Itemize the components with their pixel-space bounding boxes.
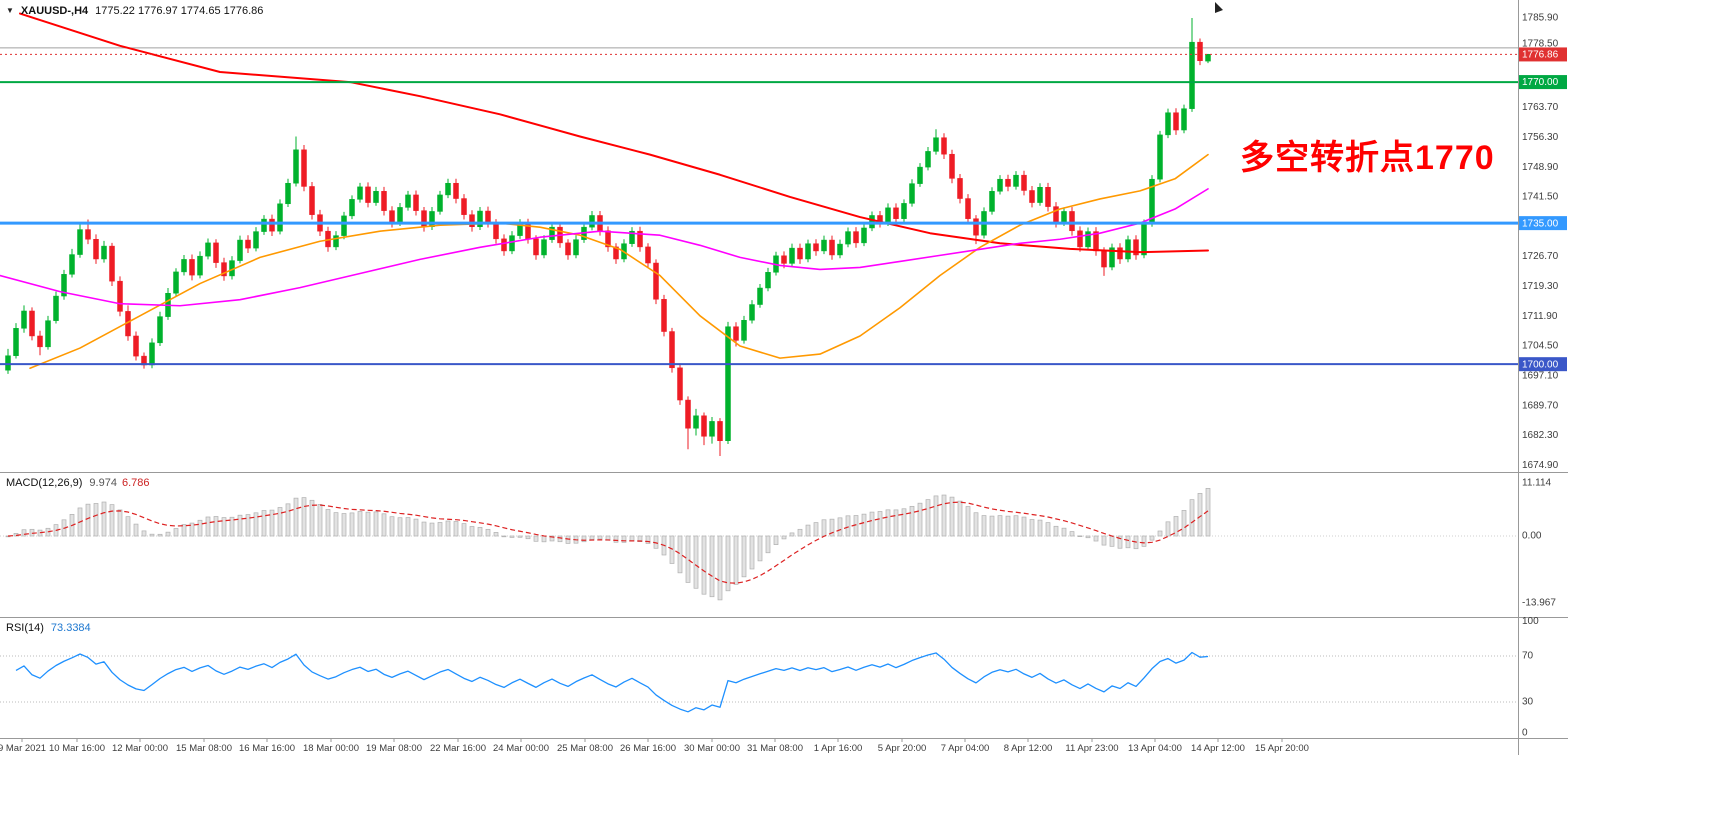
- price-scale[interactable]: 1770.00 1735.00 1700.00 1776.86: [1519, 47, 1567, 372]
- svg-text:1704.50: 1704.50: [1522, 341, 1559, 352]
- macd-signal-line: [7, 501, 1209, 584]
- rsi-indicator-label: RSI(14) 73.3384: [6, 622, 91, 634]
- svg-text:31 Mar 08:00: 31 Mar 08:00: [747, 743, 803, 754]
- svg-text:1785.90: 1785.90: [1522, 13, 1559, 24]
- svg-text:1711.90: 1711.90: [1522, 311, 1558, 322]
- svg-text:1735.00: 1735.00: [1522, 218, 1559, 229]
- rsi-pane-area[interactable]: [0, 618, 1518, 738]
- svg-text:-13.967: -13.967: [1522, 598, 1556, 609]
- price-badge-1776.86: 1776.86: [1519, 47, 1567, 62]
- macd-indicator-label: MACD(12,26,9) 9.974 6.786: [6, 477, 149, 489]
- price-axis-labels: 1785.90 1778.50 1763.70 1756.30 1748.90 1741.…: [1522, 13, 1559, 471]
- svg-text:7 Apr 04:00: 7 Apr 04:00: [941, 743, 990, 754]
- svg-text:1726.70: 1726.70: [1522, 251, 1559, 262]
- svg-text:1697.10: 1697.10: [1522, 371, 1559, 382]
- svg-text:10 Mar 16:00: 10 Mar 16:00: [49, 743, 105, 754]
- svg-text:14 Apr 12:00: 14 Apr 12:00: [1191, 743, 1245, 754]
- chart-symbol-icon: ▼: [6, 6, 14, 15]
- svg-text:1778.50: 1778.50: [1522, 38, 1559, 49]
- svg-text:1689.70: 1689.70: [1522, 400, 1559, 411]
- svg-text:26 Mar 16:00: 26 Mar 16:00: [620, 743, 676, 754]
- price-badge-1700.00: 1700.00: [1519, 357, 1567, 372]
- svg-text:1776.86: 1776.86: [1522, 50, 1559, 61]
- svg-text:16 Mar 16:00: 16 Mar 16:00: [239, 743, 295, 754]
- svg-text:100: 100: [1522, 616, 1539, 627]
- macd-signal-value: 6.786: [121, 477, 150, 489]
- svg-text:1 Apr 16:00: 1 Apr 16:00: [814, 743, 863, 754]
- svg-text:11 Apr 23:00: 11 Apr 23:00: [1065, 743, 1118, 754]
- ma-fast-magenta[interactable]: [0, 188, 1209, 307]
- svg-text:1748.90: 1748.90: [1522, 162, 1559, 173]
- symbol-period-label: XAUUSD-,H4: [20, 5, 89, 17]
- ma-slow-red[interactable]: [19, 12, 1209, 254]
- svg-text:11.114: 11.114: [1522, 477, 1552, 488]
- svg-text:1741.50: 1741.50: [1522, 192, 1559, 203]
- svg-text:18 Mar 00:00: 18 Mar 00:00: [303, 743, 359, 754]
- svg-text:13 Apr 04:00: 13 Apr 04:00: [1128, 743, 1182, 754]
- price-badge-1735.00: 1735.00: [1519, 216, 1567, 231]
- text-annotation[interactable]: 多空转折点1770: [1240, 139, 1495, 177]
- horizontal-line-objects[interactable]: [0, 53, 1518, 366]
- chart-ohlc-header: ▼ XAUUSD-,H4 1775.22 1776.97 1774.65 177…: [6, 5, 263, 17]
- svg-text:70: 70: [1522, 651, 1534, 662]
- mouse-cursor-icon: [1215, 2, 1223, 13]
- ohlc-values: 1775.22 1776.97 1774.65 1776.86: [95, 5, 264, 17]
- svg-text:30: 30: [1522, 697, 1534, 708]
- svg-text:25 Mar 08:00: 25 Mar 08:00: [557, 743, 613, 754]
- macd-main-value: 9.974: [89, 477, 117, 489]
- svg-text:12 Mar 00:00: 12 Mar 00:00: [112, 743, 168, 754]
- svg-text:1682.30: 1682.30: [1522, 430, 1559, 441]
- macd-axis-labels: 11.114 0.00 -13.967: [1522, 477, 1556, 608]
- svg-text:24 Mar 00:00: 24 Mar 00:00: [493, 743, 549, 754]
- rsi-axis-labels: 100 70 30 0: [1522, 616, 1539, 739]
- rsi-name: RSI(14): [6, 622, 44, 634]
- svg-text:8 Apr 12:00: 8 Apr 12:00: [1004, 743, 1053, 754]
- svg-text:1674.90: 1674.90: [1522, 460, 1559, 471]
- svg-text:15 Mar 08:00: 15 Mar 08:00: [176, 743, 232, 754]
- svg-text:15 Apr 20:00: 15 Apr 20:00: [1255, 743, 1309, 754]
- main-chart-area[interactable]: [0, 0, 1518, 472]
- rsi-line: [15, 651, 1209, 713]
- svg-text:1700.00: 1700.00: [1522, 359, 1559, 370]
- rsi-level-lines: [0, 655, 1518, 703]
- svg-text:30 Mar 00:00: 30 Mar 00:00: [684, 743, 740, 754]
- macd-histogram: [5, 488, 1211, 601]
- macd-name: MACD(12,26,9): [6, 477, 83, 489]
- svg-text:22 Mar 16:00: 22 Mar 16:00: [430, 743, 486, 754]
- pane-separators: [0, 0, 1568, 755]
- svg-text:1719.30: 1719.30: [1522, 281, 1559, 292]
- svg-text:0: 0: [1522, 728, 1528, 739]
- ma-mid-orange[interactable]: [29, 153, 1209, 370]
- svg-text:19 Mar 08:00: 19 Mar 08:00: [366, 743, 422, 754]
- svg-text:0.00: 0.00: [1522, 531, 1542, 542]
- svg-text:1763.70: 1763.70: [1522, 102, 1559, 113]
- svg-text:5 Apr 20:00: 5 Apr 20:00: [878, 743, 927, 754]
- svg-text:1756.30: 1756.30: [1522, 132, 1559, 143]
- svg-text:1770.00: 1770.00: [1522, 77, 1559, 88]
- svg-text:9 Mar 2021: 9 Mar 2021: [0, 743, 46, 754]
- time-axis[interactable]: 9 Mar 2021 10 Mar 16:00 12 Mar 00:00 15 Mar…: [0, 738, 1309, 755]
- macd-pane-area[interactable]: [0, 473, 1518, 617]
- price-badge-1770.00: 1770.00: [1519, 75, 1567, 90]
- rsi-value: 73.3384: [50, 622, 91, 634]
